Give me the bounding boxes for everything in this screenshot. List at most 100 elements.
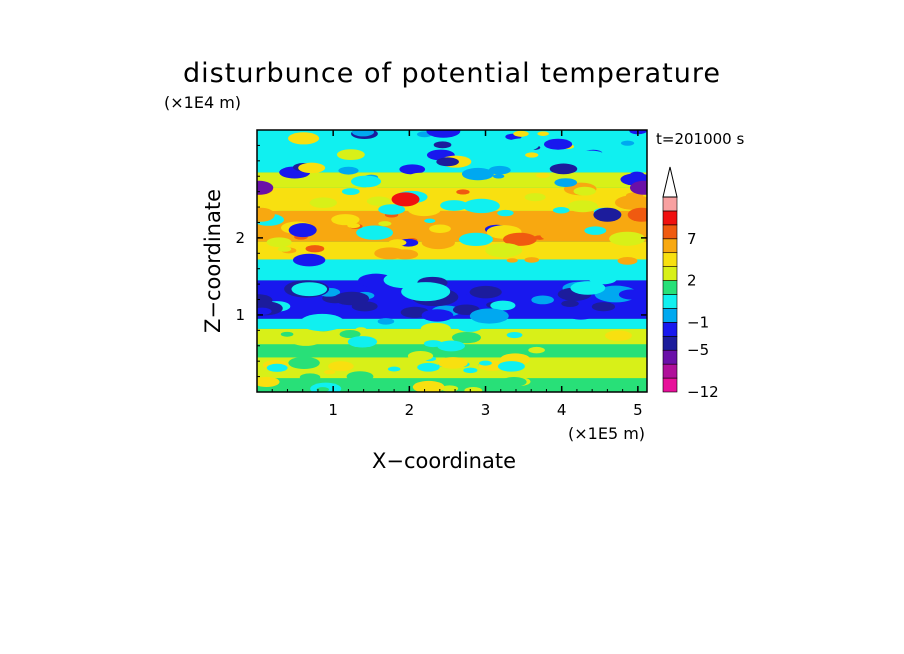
contour-cell [458,232,494,247]
contour-cell [567,309,595,320]
contour-cell [488,165,511,175]
contour-cell [619,366,640,375]
contour-cell [441,385,459,392]
colorbar-segment [662,377,678,393]
contour-cell [305,245,325,253]
contour-cell [287,132,320,145]
contour-cell [531,295,554,305]
x-axis-label: X−coordinate [372,449,516,473]
contour-cell [266,237,292,248]
contour-cell [485,243,523,258]
contour-cell [309,197,337,209]
time-label: t=201000 s [656,130,745,148]
contour-cell [497,209,514,217]
colorbar-segment [662,322,678,337]
contour-cell [601,156,634,169]
contour-cell [436,157,459,167]
y-tick-label: 2 [235,229,245,247]
contour-cell [506,258,518,263]
contour-core [627,207,647,222]
contour-cell [567,200,599,213]
contour-cell [346,371,374,382]
contour-cell [378,221,392,227]
contour-cell [437,340,465,352]
contour-cell [630,171,645,178]
colorbar-tick-label: −5 [687,341,709,359]
colorbar-segment [662,196,678,212]
contour-cell [420,322,451,335]
contour-core [629,180,647,195]
contour-cell [433,141,452,149]
contour-cell [620,140,635,146]
contour-cell [464,386,483,392]
contour-cell [407,172,434,183]
contour-cell [549,163,578,175]
contour-cell [510,180,526,187]
contour-cell [463,367,478,374]
contour-cell [492,174,505,179]
contour-cell [451,331,481,344]
contour-core [391,192,420,207]
contour-cell [543,138,573,150]
contour-cell [374,247,405,260]
contour-cell [524,193,546,202]
colorbar-tick-label: −1 [687,313,709,331]
contour-cell [417,362,440,372]
contour-cell [288,356,320,370]
x-tick-label: 2 [405,401,415,419]
contour-cell [421,236,455,250]
contour-cell [336,149,365,161]
contour-cell [570,281,606,295]
contour-cell [387,366,401,372]
contour-cell [537,131,549,136]
contour-cell [298,162,326,174]
colorbar: 7 2 −1 −5 −12 [662,166,719,401]
contour-cell [505,138,540,152]
contour-cell [378,204,406,215]
contour-cell [437,357,468,369]
contour-cell [605,330,632,341]
contour-core [257,180,274,195]
contour-cell [280,331,294,337]
colorbar-segment [662,335,678,351]
contour-cell [424,218,436,223]
axes: 1 2 3 4 5 1 2 [235,130,647,419]
contour-cell [266,363,288,372]
contour-cell [525,152,539,158]
contour-cell [575,150,607,163]
contour-cell [441,352,455,358]
contour-cell [618,289,646,300]
contour-cell [535,172,550,179]
contour-core [288,223,317,238]
contour-cell [609,231,646,246]
contour-cell [573,186,596,196]
x-tick-label: 5 [633,401,643,419]
contour-cell [401,282,451,302]
contour-cell [341,188,360,195]
contour-cell [461,167,494,181]
contour-cell [347,223,361,229]
contour-cell [299,373,321,382]
contour-cell [257,195,294,212]
contour-cell [293,253,326,267]
contour-cell [412,380,445,392]
contour-cell [528,346,545,354]
contour-cell [429,224,451,233]
contour-cell [257,376,280,387]
plot-area [257,130,647,392]
x-axis-unit: (×1E5 m) [568,424,646,443]
contour-band [257,259,647,281]
contour-cell [479,360,492,366]
contour-cell [316,387,330,392]
contour-cell [462,198,500,214]
contour-cell [501,376,527,387]
colorbar-segment [662,294,678,309]
contour-cell [388,239,407,247]
contour-cell [290,334,321,346]
contour-cell [355,327,367,332]
colorbar-segment [662,210,678,226]
colorbar-extend-arrow [662,166,678,198]
contour-band [257,378,647,392]
colorbar-tick-label: 7 [687,230,697,248]
contour-cell [552,207,570,214]
